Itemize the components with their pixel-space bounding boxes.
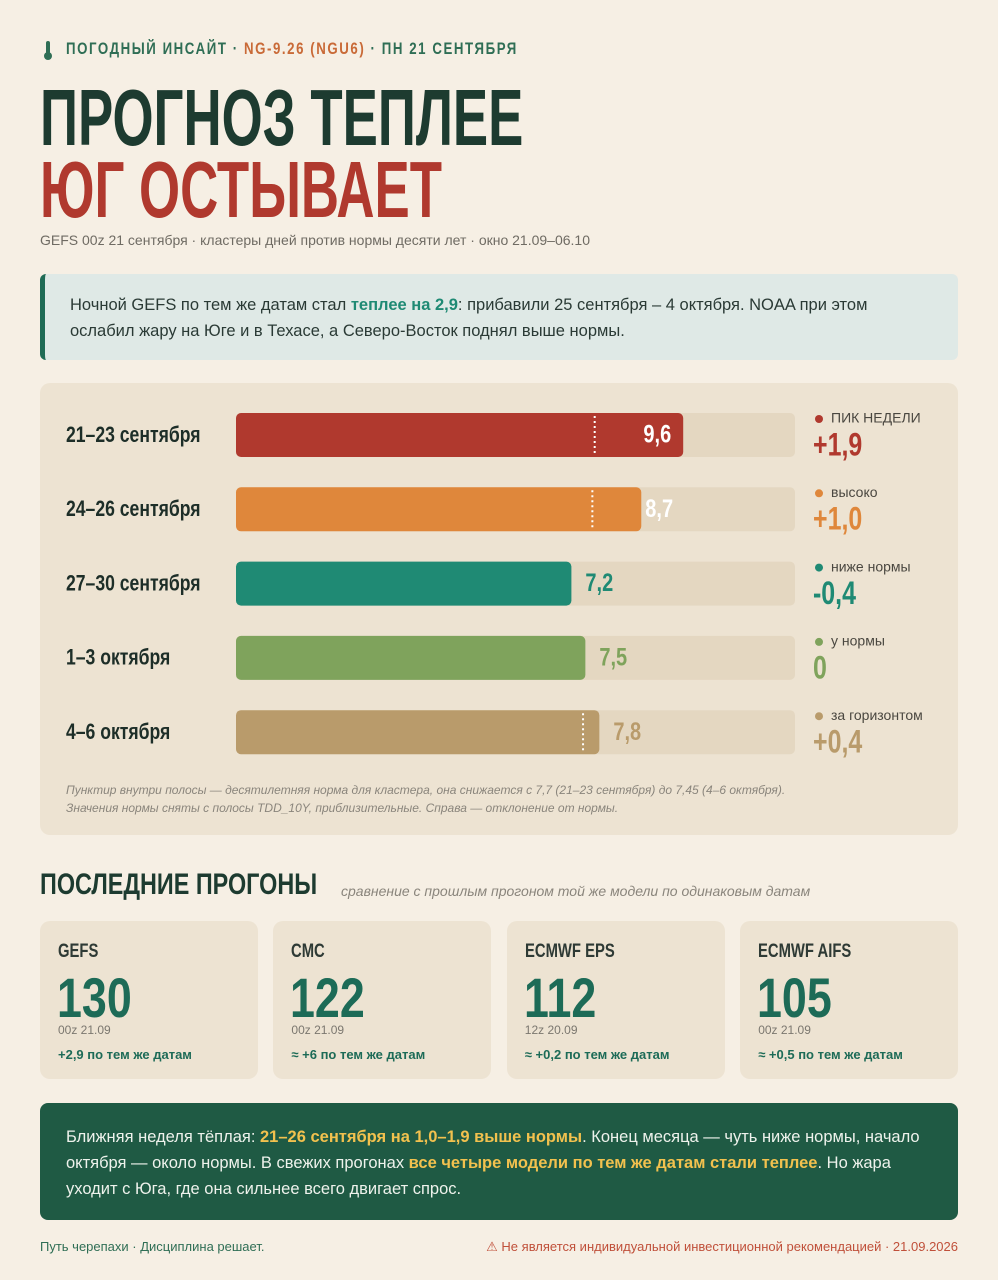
run-delta: ≈ +0,5 по тем же датам — [758, 1047, 903, 1062]
run-time: 12z 20.09 — [524, 1023, 578, 1037]
title-line: ПРОГНОЗ ТЕПЛЕЕ — [40, 73, 524, 162]
run-delta: +2,9 по тем же датам — [58, 1047, 192, 1062]
callout-highlight: теплее на 2,9 — [350, 296, 458, 314]
bar — [236, 561, 572, 606]
status-label: высоко — [831, 484, 878, 500]
category-label: 4–6 октября — [66, 720, 170, 744]
category-label: 27–30 сентября — [66, 572, 200, 596]
callout-text: : прибавили 25 сентября – 4 октября. NOA… — [70, 296, 868, 340]
footer-right: ⚠ Не является индивидуальной инвестицион… — [486, 1239, 958, 1254]
bar — [236, 710, 600, 755]
title-line: ЮГ ОСТЫВАЕТ — [40, 145, 442, 234]
note-line: Пунктир внутри полосы — десятилетняя нор… — [66, 783, 786, 797]
run-card: CMC 122 00z 21.09 ≈ +6 по тем же датам — [273, 921, 492, 1079]
callout-text: Ночной GEFS по тем же датам стал — [70, 296, 351, 314]
chart-panel: 21–23 сентября 9,6 ПИК НЕДЕЛИ +1,9 24–26 сен… — [40, 383, 958, 835]
status-dot — [815, 415, 823, 423]
run-value: 122 — [290, 966, 366, 1029]
kicker-part: ПОГОДНЫЙ ИНСАЙТ · — [66, 39, 239, 58]
category-label: 21–23 сентября — [66, 423, 200, 447]
thermometer-icon — [44, 41, 52, 60]
value-label: 7,5 — [599, 643, 627, 671]
run-value: 105 — [757, 966, 832, 1029]
deviation-label: +1,9 — [813, 428, 862, 464]
summary-highlight: 21–26 сентября на 1,0–1,9 выше нормы — [260, 1128, 583, 1146]
status-label: ниже нормы — [831, 558, 911, 574]
status-label: ПИК НЕДЕЛИ — [831, 410, 921, 426]
kicker-ticker: NG-9.26 (NGU6) — [243, 39, 366, 58]
category-label: 24–26 сентября — [66, 497, 200, 521]
kicker: ПОГОДНЫЙ ИНСАЙТ · NG-9.26 (NGU6) · ПН 21… — [66, 39, 518, 59]
status-dot — [815, 489, 823, 498]
run-delta: ≈ +0,2 по тем же датам — [524, 1047, 670, 1062]
summary-highlight: все четыре модели по тем же датам стали … — [408, 1154, 818, 1172]
chart-note: Пунктир внутри полосы — десятилетняя нор… — [66, 781, 785, 817]
run-value: 112 — [523, 966, 597, 1029]
summary: Ближняя неделя тёплая: 21–26 сентября на… — [40, 1103, 958, 1220]
value-label: 8,7 — [645, 495, 673, 523]
run-time: 00z 21.09 — [291, 1023, 345, 1037]
run-card: GEFS 130 00z 21.09 +2,9 по тем же датам — [40, 921, 258, 1079]
callout: Ночной GEFS по тем же датам стал теплее … — [40, 274, 958, 360]
run-delta: ≈ +6 по тем же датам — [291, 1047, 426, 1062]
run-time: 00z 21.09 — [58, 1023, 111, 1037]
status-label: за горизонтом — [831, 707, 923, 723]
deviation-label: -0,4 — [813, 576, 856, 612]
run-name: ECMWF EPS — [524, 941, 615, 962]
run-name: GEFS — [58, 941, 99, 962]
status-dot — [815, 712, 823, 721]
value-label: 9,6 — [643, 421, 671, 449]
note-line: Значения нормы сняты с полосы TDD_10Y, п… — [66, 801, 619, 815]
bar — [236, 487, 642, 532]
subtitle: GEFS 00z 21 сентября · кластеры дней про… — [40, 232, 590, 248]
run-name: ECMWF AIFS — [758, 941, 852, 962]
category-label: 1–3 октября — [66, 646, 170, 670]
deviation-label: +1,0 — [813, 502, 862, 538]
status-label: у нормы — [831, 633, 885, 649]
run-card: ECMWF AIFS 105 00z 21.09 ≈ +0,5 по тем ж… — [740, 921, 959, 1079]
run-time: 00z 21.09 — [758, 1023, 811, 1037]
kicker-part: · ПН 21 СЕНТЯБРЯ — [370, 39, 518, 58]
deviation-label: +0,4 — [813, 725, 862, 761]
run-name: CMC — [291, 941, 326, 962]
run-card: ECMWF EPS 112 12z 20.09 ≈ +0,2 по тем же… — [506, 921, 725, 1079]
run-value: 130 — [57, 966, 132, 1029]
bar — [236, 635, 586, 680]
summary-text: . Конец месяца — чуть ниже нормы, начало… — [66, 1128, 920, 1172]
deviation-label: 0 — [813, 650, 827, 686]
footer-left: Путь черепахи · Дисциплина решает. — [40, 1239, 265, 1254]
section-subtitle: сравнение с прошлым прогоном той же моде… — [341, 883, 811, 899]
section-title: ПОСЛЕДНИЕ ПРОГОНЫ — [40, 868, 318, 901]
chart: 21–23 сентября 9,6 ПИК НЕДЕЛИ +1,9 24–26 сен… — [66, 410, 923, 761]
value-label: 7,8 — [613, 718, 641, 746]
bar — [236, 413, 684, 457]
value-label: 7,2 — [585, 569, 613, 597]
summary-text: Ближняя неделя тёплая: — [66, 1128, 260, 1146]
status-dot — [815, 637, 823, 646]
summary-text: . Но жара уходит с Юга, где она сильнее … — [66, 1154, 891, 1198]
status-dot — [815, 563, 823, 572]
